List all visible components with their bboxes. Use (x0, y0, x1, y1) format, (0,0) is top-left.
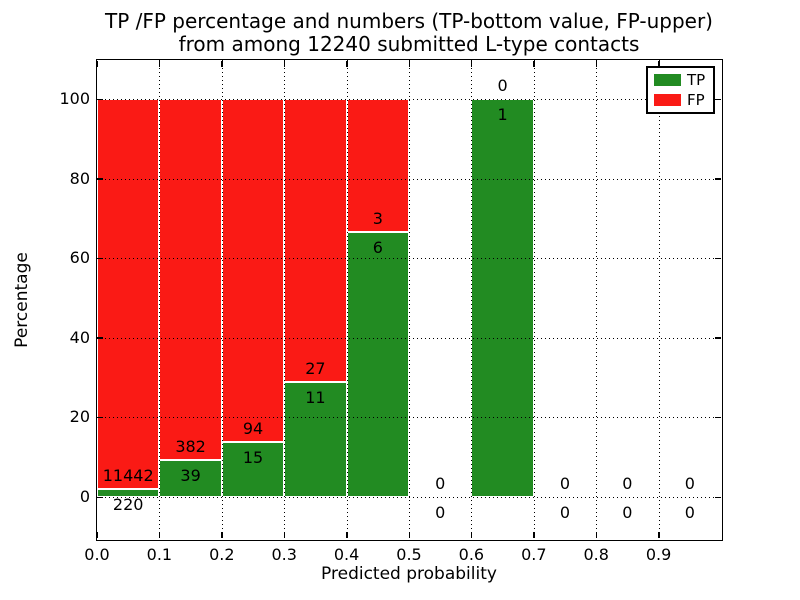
legend-label-fp: FP (687, 91, 705, 109)
xtick-top-0.2 (221, 61, 223, 67)
xtick-top-0.7 (533, 61, 535, 67)
xtick-bottom-0.0 (96, 532, 98, 538)
annotation-tp-0.5-0.6: 0 (435, 503, 446, 522)
xtick-bottom-0.1 (158, 532, 161, 538)
xtick-top-0.4 (346, 61, 348, 67)
xtick-top-0.1 (158, 61, 161, 67)
xtick-top-0.5 (408, 61, 410, 67)
bar-tp-0.0-0.1 (97, 489, 160, 497)
gridline-v-0.4 (346, 60, 348, 539)
legend-item-fp: FP (654, 92, 713, 108)
legend-label-tp: TP (687, 71, 706, 89)
annotation-tp-0.7-0.8: 0 (559, 503, 571, 522)
xtick-label-0.1: 0.1 (146, 545, 173, 564)
bar-tp-0.3-0.4 (284, 381, 347, 497)
gridline-v-0.6 (471, 60, 473, 539)
ytick-label-0: 0 (79, 487, 90, 506)
xtick-label-0.5: 0.5 (396, 545, 422, 564)
ytick-label-60: 60 (69, 248, 90, 268)
xtick-bottom-0.2 (221, 532, 223, 538)
annotation-fp-0.5-0.6: 0 (435, 474, 446, 493)
xtick-top-0.0 (96, 61, 98, 67)
ytick-right-100 (715, 98, 721, 100)
xtick-label-0.9: 0.9 (645, 545, 672, 564)
ytick-left-60 (97, 257, 103, 260)
xtick-bottom-0.8 (595, 532, 598, 538)
ytick-right-60 (715, 257, 721, 260)
gridline-v-0.1 (159, 60, 161, 539)
ytick-left-80 (97, 178, 103, 180)
xtick-label-0.8: 0.8 (583, 545, 609, 564)
annotation-fp-0.6-0.7: 0 (497, 76, 508, 95)
ytick-label-80: 80 (69, 168, 90, 188)
annotation-tp-0.8-0.9: 0 (622, 503, 633, 522)
annotation-tp-0.6-0.7: 1 (497, 105, 508, 124)
ytick-left-40 (97, 337, 103, 339)
x-axis-label: Predicted probability (321, 564, 497, 584)
bar-fp-0.3-0.4 (284, 99, 347, 382)
xtick-top-0.6 (470, 61, 473, 67)
annotation-tp-0.0-0.1: 220 (112, 495, 144, 515)
ytick-label-20: 20 (69, 407, 90, 427)
gridline-v-0.5 (409, 60, 410, 539)
ytick-label-40: 40 (69, 327, 90, 347)
annotation-tp-0.4-0.5: 6 (372, 237, 383, 257)
annotation-fp-0.0-0.1: 11442 (102, 466, 154, 486)
gridline-v-0.7 (533, 60, 535, 539)
annotation-tp-0.3-0.4: 11 (305, 387, 326, 407)
xtick-label-0.3: 0.3 (271, 545, 297, 564)
annotation-fp-0.4-0.5: 3 (372, 208, 383, 228)
ytick-label-100: 100 (59, 89, 90, 108)
xtick-bottom-0.9 (658, 532, 660, 538)
xtick-top-0.9 (658, 61, 660, 67)
axes-frame (96, 59, 723, 541)
annotation-fp-0.2-0.3: 94 (242, 419, 264, 439)
ytick-right-80 (715, 178, 721, 180)
annotation-fp-0.9-1.0: 0 (684, 474, 695, 493)
legend-item-tp: TP (654, 72, 713, 88)
chart-title: TP /FP percentage and numbers (TP-bottom… (105, 10, 713, 56)
bar-fp-0.1-0.2 (159, 99, 222, 461)
ytick-right-40 (715, 337, 721, 339)
chart-title-line2: from among 12240 submitted L-type contac… (178, 32, 640, 56)
gridline-v-0.2 (221, 60, 223, 539)
gridline-v-0.9 (658, 60, 660, 539)
tp-swatch-icon (654, 74, 681, 86)
ytick-left-100 (97, 98, 103, 100)
annotation-fp-0.3-0.4: 27 (305, 358, 326, 378)
annotation-tp-0.1-0.2: 39 (180, 466, 201, 486)
xtick-label-0.4: 0.4 (333, 545, 360, 564)
bar-tp-0.4-0.5 (346, 231, 409, 497)
xtick-bottom-0.7 (533, 532, 535, 538)
ytick-right-20 (715, 416, 721, 419)
annotation-fp-0.8-0.9: 0 (622, 474, 633, 493)
chart-title-line1: TP /FP percentage and numbers (TP-bottom… (105, 9, 713, 33)
xtick-bottom-0.3 (283, 532, 286, 538)
legend: TP FP (646, 66, 715, 114)
fp-swatch-icon (654, 94, 681, 106)
ytick-left-0 (97, 496, 103, 498)
annotation-fp-0.7-0.8: 0 (559, 474, 571, 493)
xtick-bottom-0.6 (470, 532, 473, 538)
xtick-label-0.0: 0.0 (84, 545, 110, 564)
xtick-bottom-0.4 (346, 532, 348, 538)
gridline-v-0.8 (596, 60, 598, 539)
bar-fp-0.0-0.1 (97, 99, 160, 490)
xtick-top-0.8 (595, 61, 598, 67)
xtick-bottom-0.5 (408, 532, 410, 538)
annotation-tp-0.2-0.3: 15 (242, 448, 264, 468)
annotation-tp-0.9-1.0: 0 (684, 503, 695, 522)
ytick-right-0 (715, 496, 721, 498)
xtick-label-0.2: 0.2 (209, 545, 235, 564)
bar-tp-0.2-0.3 (221, 442, 285, 497)
xtick-label-0.7: 0.7 (521, 545, 547, 564)
xtick-label-0.6: 0.6 (458, 545, 485, 564)
gridline-v-0.3 (284, 60, 286, 539)
annotation-fp-0.1-0.2: 382 (175, 437, 206, 457)
ytick-left-20 (97, 416, 103, 419)
y-axis-label: Percentage (12, 252, 32, 348)
xtick-top-0.3 (283, 61, 286, 67)
